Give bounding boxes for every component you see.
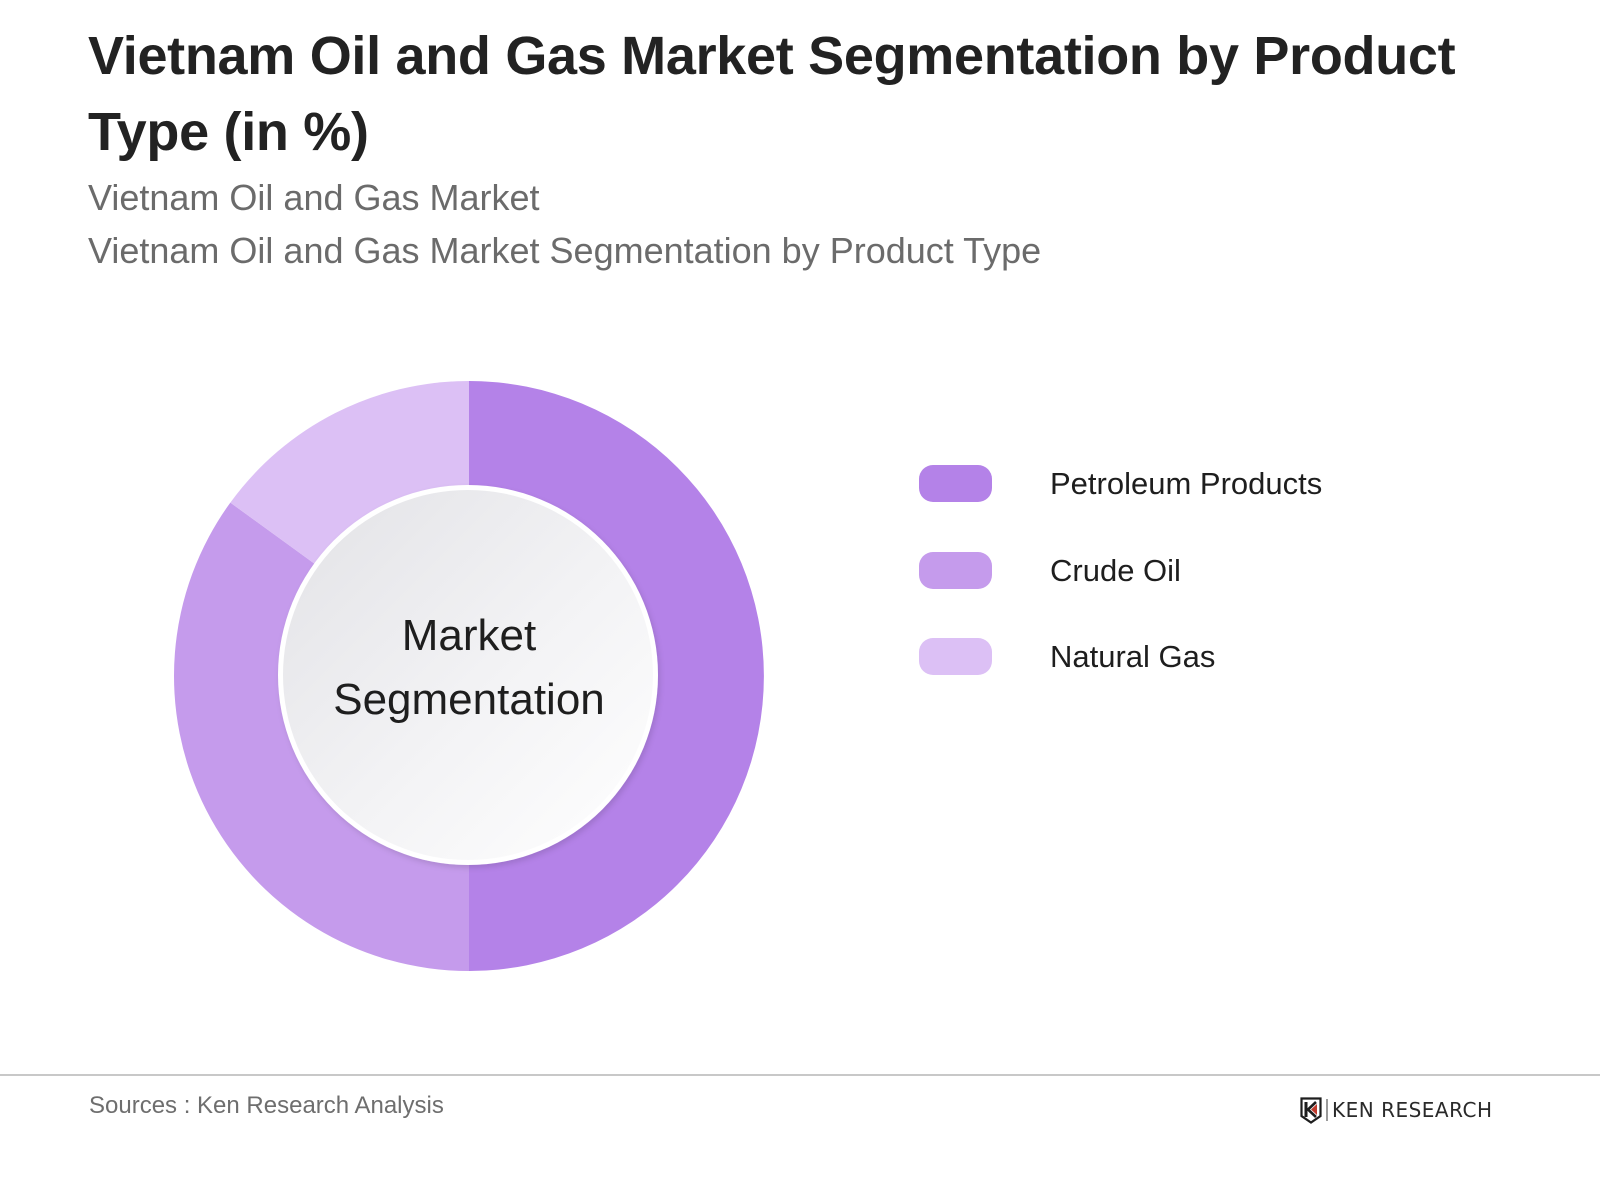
center-label-line-2: Segmentation xyxy=(333,675,605,724)
legend-swatch-crude-oil xyxy=(919,552,992,589)
donut-center-disc xyxy=(283,490,653,860)
legend-item-crude-oil[interactable]: Crude Oil xyxy=(919,552,1419,589)
legend-swatch-natural-gas xyxy=(919,638,992,675)
ken-research-shield-icon xyxy=(1300,1096,1322,1124)
legend-item-natural-gas[interactable]: Natural Gas xyxy=(919,638,1419,675)
legend-swatch-petroleum-products xyxy=(919,465,992,502)
legend-label-crude-oil: Crude Oil xyxy=(1050,553,1181,588)
center-label-line-1: Market xyxy=(401,611,537,660)
chart-title: Vietnam Oil and Gas Market Segmentation … xyxy=(88,26,1456,162)
footer-divider xyxy=(0,1074,1600,1076)
donut-center-label: Market Segmentation xyxy=(309,604,629,732)
chart-subtitle-market: Vietnam Oil and Gas Market xyxy=(88,177,540,218)
footer-source: Sources : Ken Research Analysis xyxy=(89,1092,444,1119)
legend-item-petroleum-products[interactable]: Petroleum Products xyxy=(919,465,1419,502)
chart-area: Market Segmentation Petroleum Products C… xyxy=(0,300,1600,1060)
legend-label-natural-gas: Natural Gas xyxy=(1050,639,1216,674)
ken-research-logo: KEN RESEARCH xyxy=(1300,1096,1493,1124)
donut-chart xyxy=(173,381,764,971)
logo-divider xyxy=(1326,1099,1328,1121)
logo-wordmark: KEN RESEARCH xyxy=(1332,1098,1493,1122)
chart-subtitle-segmentation: Vietnam Oil and Gas Market Segmentation … xyxy=(88,230,1042,271)
legend-label-petroleum-products: Petroleum Products xyxy=(1050,466,1323,501)
